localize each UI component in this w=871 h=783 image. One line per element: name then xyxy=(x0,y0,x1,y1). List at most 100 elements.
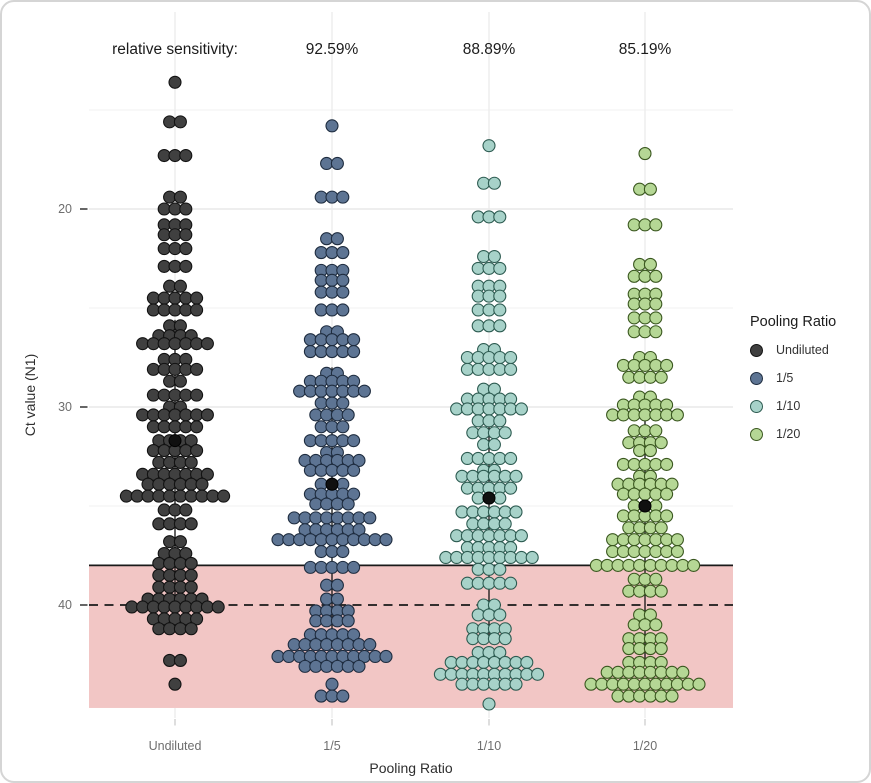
dot-1-20 xyxy=(670,408,684,422)
dot-undiluted xyxy=(146,444,160,458)
x-tick-label-undiluted: Undiluted xyxy=(148,739,202,753)
dot-1-20 xyxy=(638,487,652,501)
dot-1-20 xyxy=(600,665,614,679)
dot-1-10 xyxy=(509,505,523,519)
dot-1-10 xyxy=(444,667,458,681)
dot-1-5 xyxy=(336,246,350,260)
dot-1-5 xyxy=(293,533,307,547)
dot-undiluted xyxy=(163,477,177,491)
dot-1-20 xyxy=(687,558,701,572)
dot-undiluted xyxy=(190,291,204,305)
dot-1-5 xyxy=(320,232,334,246)
dot-1-20 xyxy=(638,677,652,691)
dot-1-20 xyxy=(633,182,647,196)
dot-1-10 xyxy=(498,632,512,646)
dot-1-10 xyxy=(477,655,491,669)
dot-undiluted xyxy=(146,420,160,434)
dot-1-10 xyxy=(460,350,474,365)
dot-1-20 xyxy=(638,533,652,547)
dot-1-10 xyxy=(498,505,512,519)
dot-1-20 xyxy=(638,457,652,471)
dot-1-5 xyxy=(282,649,296,664)
dot-1-5 xyxy=(314,246,328,260)
dot-1-5 xyxy=(320,511,334,525)
dot-undiluted xyxy=(190,612,204,626)
dot-1-5 xyxy=(314,420,328,434)
dot-1-5 xyxy=(314,544,328,559)
dot-undiluted xyxy=(136,337,150,351)
dot-1-5 xyxy=(368,649,382,664)
dot-1-20 xyxy=(627,677,641,691)
dot-1-5 xyxy=(341,408,355,422)
dot-1-10 xyxy=(466,505,480,519)
dot-1-5 xyxy=(287,638,301,652)
sensitivity-value-1-5: 92.59% xyxy=(305,41,359,58)
dot-1-20 xyxy=(627,533,641,547)
dot-1-5 xyxy=(309,497,323,511)
dot-undiluted xyxy=(190,337,204,351)
dot-1-10 xyxy=(487,382,501,396)
dot-1-20 xyxy=(584,677,598,691)
dot-1-5 xyxy=(325,463,339,477)
dot-1-10 xyxy=(471,303,485,317)
dot-1-10 xyxy=(471,362,485,376)
dot-1-20 xyxy=(665,477,679,491)
dot-undiluted xyxy=(157,408,171,422)
dot-undiluted xyxy=(190,420,204,434)
dot-1-20 xyxy=(606,408,620,422)
dot-1-10 xyxy=(460,451,474,466)
dot-1-5 xyxy=(309,659,323,673)
dot-undiluted xyxy=(179,259,193,273)
x-tick-label-1-10: 1/10 xyxy=(476,739,502,753)
y-tick-label-20: 20 xyxy=(58,202,72,216)
dot-1-20 xyxy=(681,677,695,691)
dot-undiluted xyxy=(179,420,193,434)
dot-1-10 xyxy=(471,319,485,333)
dot-undiluted xyxy=(190,388,204,402)
dot-1-20 xyxy=(649,269,663,283)
dot-undiluted xyxy=(173,556,187,570)
dot-1-5 xyxy=(314,345,328,359)
dot-1-20 xyxy=(649,297,663,311)
dot-1-20 xyxy=(616,677,630,691)
dot-undiluted xyxy=(173,622,187,636)
dot-1-10 xyxy=(460,481,474,495)
dot-1-20 xyxy=(616,533,630,547)
dot-1-10 xyxy=(525,550,539,565)
dot-1-20 xyxy=(638,311,652,325)
dot-1-10 xyxy=(504,402,518,416)
dot-1-20 xyxy=(616,408,630,422)
dot-1-10 xyxy=(482,319,496,333)
dot-1-5 xyxy=(314,396,328,410)
dot-1-20 xyxy=(654,521,668,535)
dot-undiluted xyxy=(125,600,139,614)
dot-1-5 xyxy=(347,434,361,448)
dot-1-20 xyxy=(595,677,609,691)
dot-1-10 xyxy=(493,562,507,576)
dot-1-5 xyxy=(320,156,334,171)
dot-1-20 xyxy=(616,544,630,559)
dot-1-10 xyxy=(450,550,464,565)
dot-1-5 xyxy=(347,533,361,547)
dot-undiluted xyxy=(190,408,204,422)
dot-1-10 xyxy=(471,261,485,275)
dot-1-10 xyxy=(487,249,501,264)
dot-1-5 xyxy=(298,638,312,652)
dot-1-10 xyxy=(460,529,474,543)
dot-undiluted xyxy=(119,489,133,503)
dot-undiluted xyxy=(179,337,193,351)
dot-1-20 xyxy=(649,618,663,632)
dot-1-10 xyxy=(493,350,507,365)
dot-undiluted xyxy=(184,477,198,491)
dot-undiluted xyxy=(157,242,171,256)
dot-1-20 xyxy=(638,269,652,283)
dot-1-20 xyxy=(633,584,647,598)
dot-1-5 xyxy=(352,453,366,468)
dot-1-10 xyxy=(466,469,480,483)
dot-1-20 xyxy=(665,689,679,703)
dot-undiluted xyxy=(173,477,187,491)
dot-undiluted xyxy=(200,337,214,351)
dot-1-5 xyxy=(309,511,323,525)
